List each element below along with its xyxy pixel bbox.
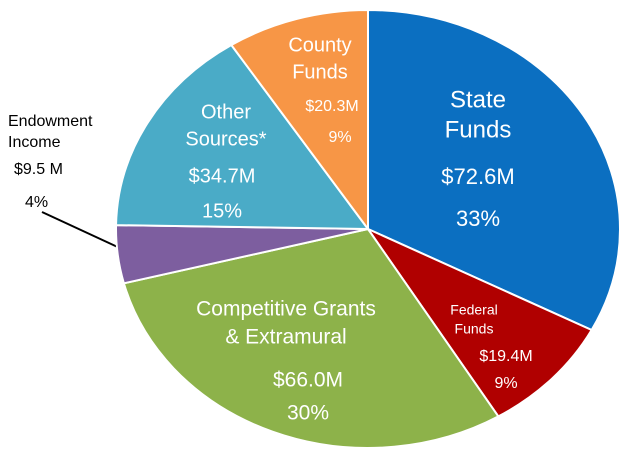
slice-name: Other <box>201 101 251 123</box>
slice-name: Income <box>8 134 61 151</box>
slice-name: Sources* <box>185 128 266 150</box>
pie-slice <box>115 43 371 231</box>
value-label: $9.5 M <box>14 161 63 178</box>
share-label: 30% <box>287 402 329 425</box>
slice-name: Competitive Grants <box>196 298 376 321</box>
slice-name: Funds <box>445 116 512 143</box>
value-label: $20.3M <box>305 98 358 115</box>
slice-name: Funds <box>292 61 348 83</box>
pie-slice <box>367 8 621 332</box>
slice-name: Funds <box>455 321 494 337</box>
share-label: 9% <box>328 129 351 146</box>
slice-name: County <box>288 34 351 56</box>
pie-slice <box>229 8 369 233</box>
slice-name: State <box>450 86 506 113</box>
share-label: 4% <box>25 194 48 211</box>
share-label: 15% <box>202 200 242 222</box>
value-label: $34.7M <box>189 165 256 187</box>
slice-name: Federal <box>450 302 497 318</box>
value-label: $72.6M <box>441 164 514 189</box>
slice-name: Endowment <box>8 113 93 130</box>
slice-name: & Extramural <box>225 326 346 349</box>
pie-slice <box>365 226 594 418</box>
value-label: $19.4M <box>479 348 532 365</box>
pie-slice <box>122 227 500 449</box>
value-label: $66.0M <box>273 369 343 392</box>
share-label: 33% <box>456 206 500 231</box>
share-label: 9% <box>494 375 517 392</box>
